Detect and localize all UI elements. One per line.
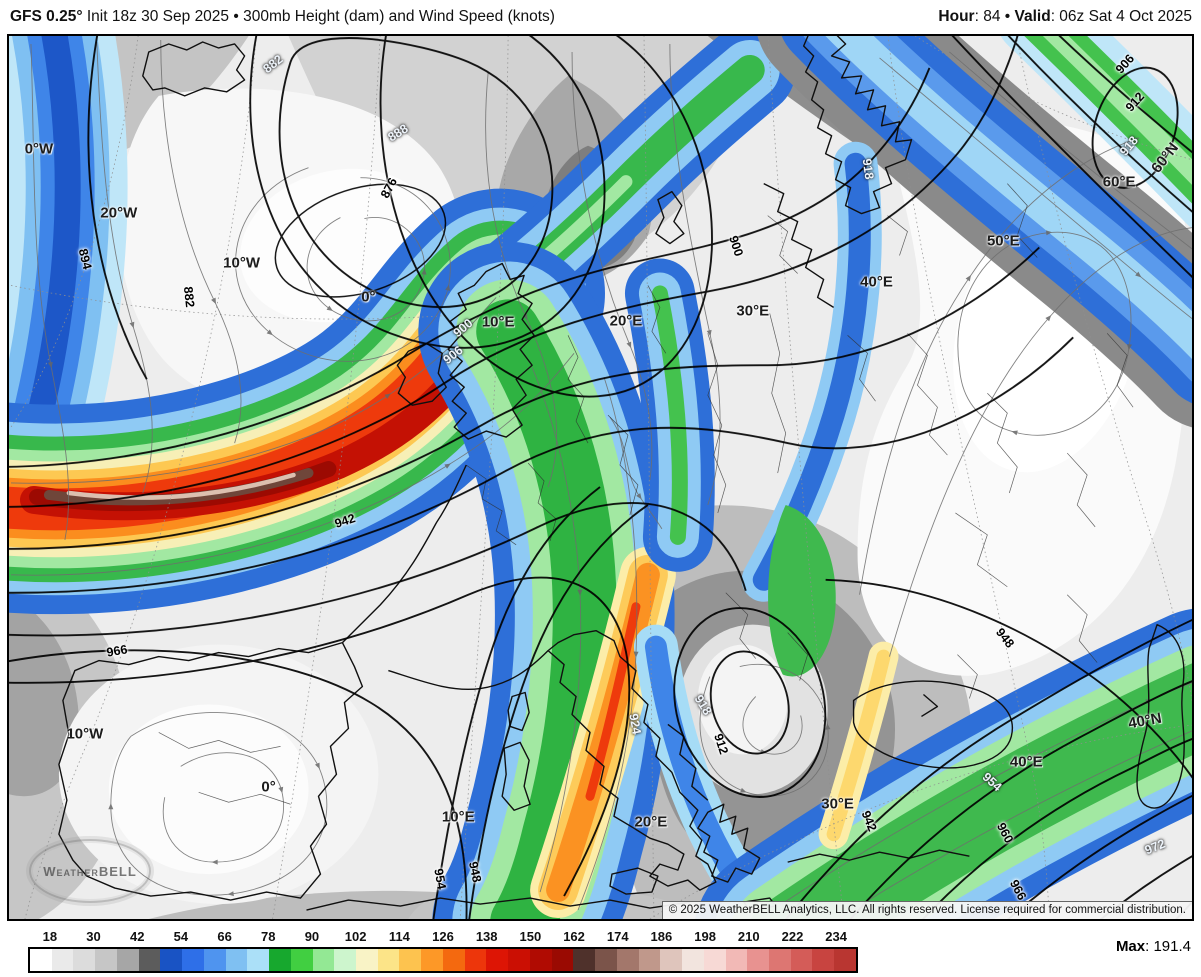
colorbar-segment [138,949,161,971]
colorbar-segment [747,949,769,971]
map-title: GFS 0.25° Init 18z 30 Sep 2025 • 300mb H… [10,8,555,26]
colorbar-tick: 186 [650,929,673,944]
colorbar-tick: 42 [129,929,145,944]
valid-value: : 06z Sat 4 Oct 2025 [1050,8,1192,25]
colorbar-tick: 138 [475,929,498,944]
colorbar-tick: 222 [781,929,804,944]
colorbar-segment [421,949,443,971]
colorbar-segment [399,949,422,971]
copyright-notice: © 2025 WeatherBELL Analytics, LLC. All r… [661,901,1192,919]
colorbar-tick: 150 [519,929,542,944]
colorbar-segment [812,949,835,971]
colorbar-segment [529,949,552,971]
valid-label: Valid [1014,8,1051,25]
colorbar-segment [312,949,335,971]
colorbar-segment [160,949,183,971]
colorbar-segment [442,949,465,971]
colorbar-tick: 174 [606,929,629,944]
colorbar-tick: 234 [825,929,848,944]
legend-bar: 18 30 42 54 66 78 90 102 114 126 138 150 162 174 186 19… [0,921,1201,977]
colorbar-segment [573,949,596,971]
max-number: : 191.4 [1145,938,1191,955]
colorbar-tick: 198 [694,929,716,944]
colorbar-segment [334,949,357,971]
hour-label: Hour [938,8,975,25]
weather-map-graphic [9,36,1192,919]
coastlines [58,36,1185,911]
weatherbell-watermark: WeatherBELL [29,839,151,903]
colorbar-tick: 54 [173,929,189,944]
colorbar-segment [73,949,96,971]
colorbar-segments [28,947,858,973]
max-label: Max [1115,938,1146,955]
weather-map: 0°W 20°W 10°W 0° 10°E 20°E 30°E 40°E 50°E 60°E 60°… [7,34,1194,921]
title-subtitle: Init 18z 30 Sep 2025 • 300mb Height (dam… [82,8,555,25]
colorbar-tick: 66 [217,929,232,944]
colorbar-segment [356,949,378,971]
valid-time: Hour: 84 • Valid: 06z Sat 4 Oct 2025 [938,8,1192,26]
colorbar-segment [768,949,791,971]
colorbar-segment [616,949,639,971]
colorbar-segment [551,949,574,971]
colorbar-segment [834,949,856,971]
colorbar-segment [247,949,270,971]
colorbar-segment [508,949,530,971]
colorbar-segment [790,949,813,971]
colorbar-tick: 210 [737,929,760,944]
streamlines [10,39,1192,919]
colorbar-segment [225,949,248,971]
colorbar-segment [486,949,509,971]
colorbar-segment [682,949,704,971]
colorbar-tick: 102 [344,929,367,944]
colorbar-tick: 162 [563,929,585,944]
colorbar-segment [30,949,52,971]
colorbar-tick: 114 [388,929,410,944]
wind-speed-fill [9,36,1192,919]
colorbar-segment [116,949,139,971]
colorbar-segment [203,949,226,971]
colorbar-tick: 126 [432,929,454,944]
colorbar-segment [51,949,74,971]
colorbar-segment [725,949,748,971]
country-borders [158,183,1134,805]
colorbar-tick: 30 [86,929,101,944]
model-name: GFS 0.25° [10,8,83,25]
max-value: Max: 191.4 [1116,938,1191,955]
colorbar-segment [660,949,683,971]
hour-value: : 84 • [974,8,1015,25]
colorbar-segment [638,949,661,971]
colorbar-tick: 90 [304,929,320,944]
colorbar-segment [269,949,291,971]
colorbar-segment [377,949,400,971]
colorbar-segment [464,949,487,971]
colorbar-segment [290,949,313,971]
colorbar-segment [182,949,204,971]
watermark-text: WeatherBELL [43,863,137,879]
header-bar: GFS 0.25° Init 18z 30 Sep 2025 • 300mb H… [0,0,1201,34]
colorbar-segment [595,949,617,971]
colorbar-segment [703,949,726,971]
colorbar-segment [95,949,117,971]
colorbar-tick: 78 [261,929,276,944]
colorbar-tick: 18 [42,929,58,944]
